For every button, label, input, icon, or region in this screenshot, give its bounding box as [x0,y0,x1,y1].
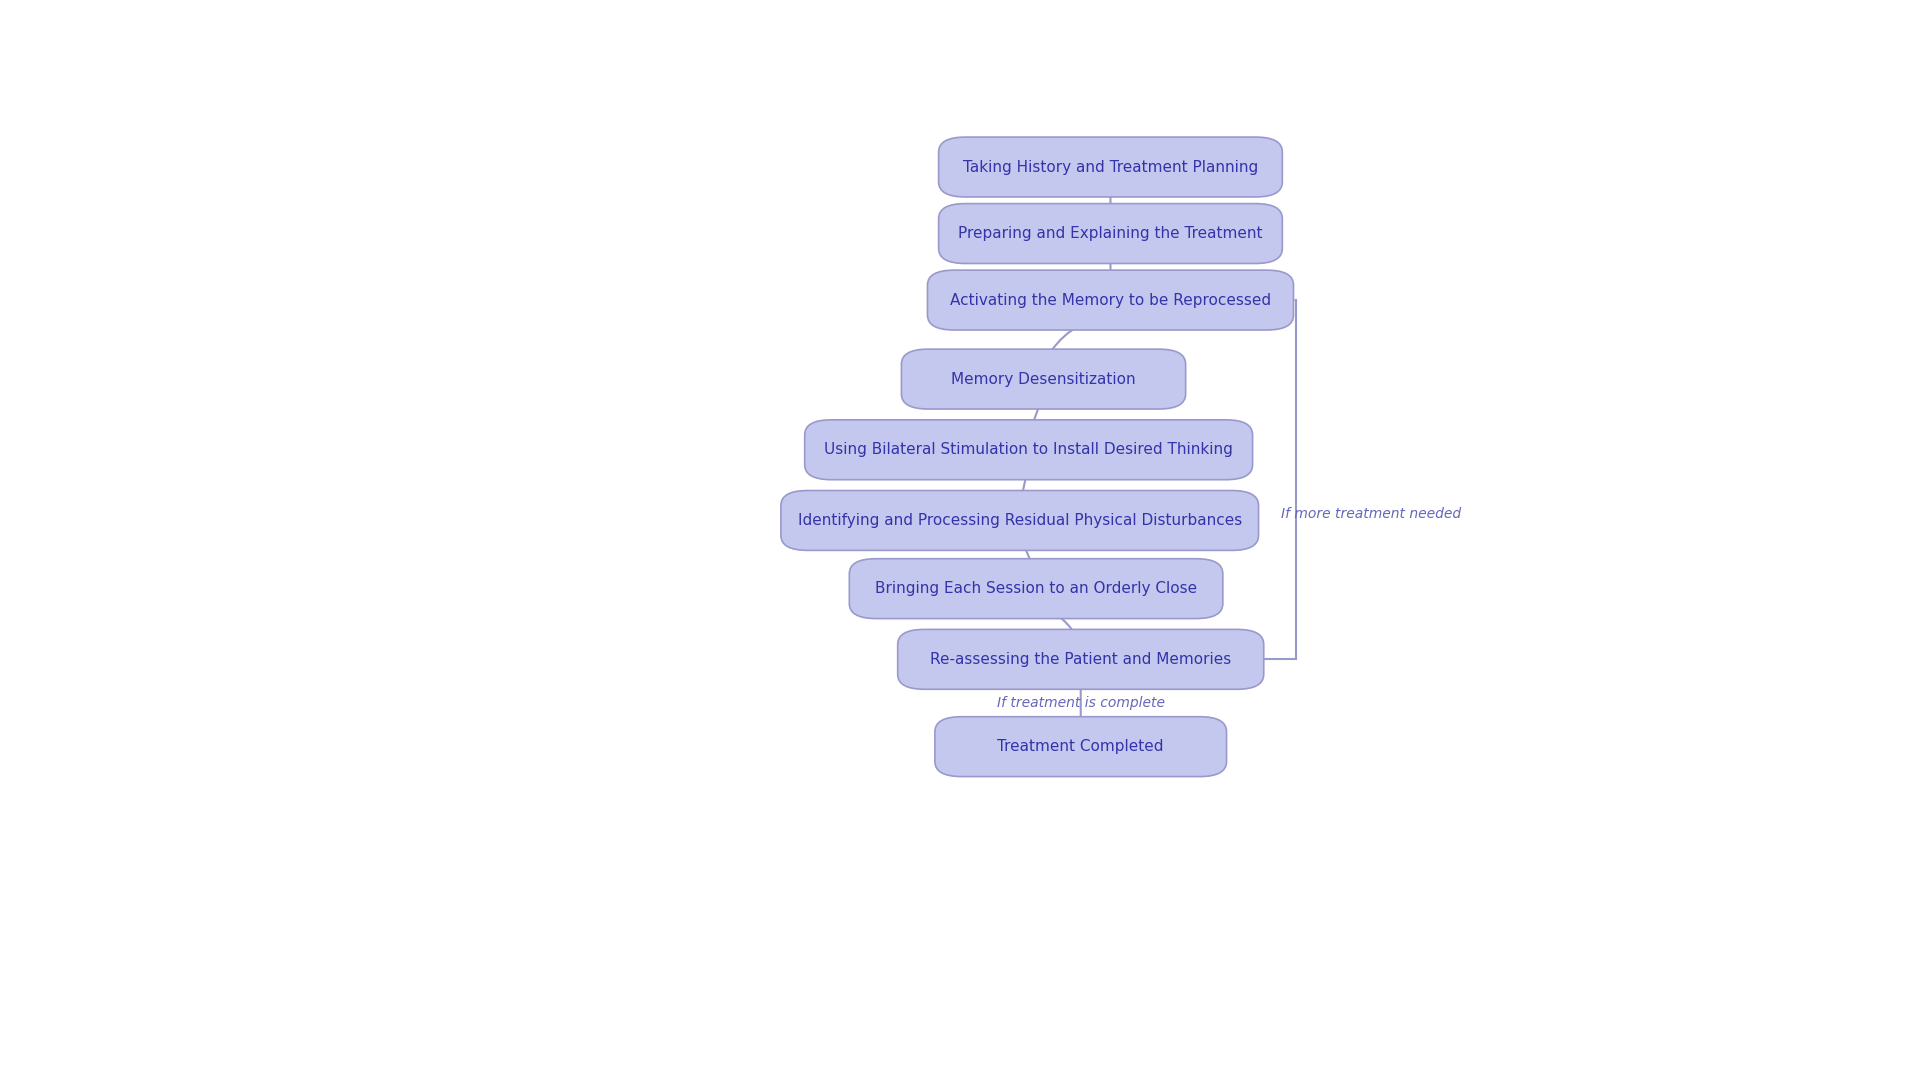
Text: Re-assessing the Patient and Memories: Re-assessing the Patient and Memories [929,652,1231,666]
FancyBboxPatch shape [899,630,1263,689]
Text: Identifying and Processing Residual Physical Disturbances: Identifying and Processing Residual Phys… [797,513,1242,528]
Text: Memory Desensitization: Memory Desensitization [950,372,1137,387]
Text: If more treatment needed: If more treatment needed [1281,507,1461,521]
Text: Bringing Each Session to an Orderly Close: Bringing Each Session to an Orderly Clos… [876,581,1198,596]
Text: Treatment Completed: Treatment Completed [998,739,1164,754]
Text: Preparing and Explaining the Treatment: Preparing and Explaining the Treatment [958,226,1263,241]
Text: If treatment is complete: If treatment is complete [996,697,1165,711]
FancyBboxPatch shape [927,270,1294,330]
FancyBboxPatch shape [900,349,1187,409]
FancyBboxPatch shape [781,490,1258,551]
Text: Activating the Memory to be Reprocessed: Activating the Memory to be Reprocessed [950,293,1271,308]
FancyBboxPatch shape [935,717,1227,777]
FancyBboxPatch shape [804,420,1252,480]
Text: Taking History and Treatment Planning: Taking History and Treatment Planning [962,160,1258,175]
FancyBboxPatch shape [939,137,1283,197]
FancyBboxPatch shape [849,558,1223,619]
FancyBboxPatch shape [939,204,1283,264]
Text: Using Bilateral Stimulation to Install Desired Thinking: Using Bilateral Stimulation to Install D… [824,443,1233,457]
